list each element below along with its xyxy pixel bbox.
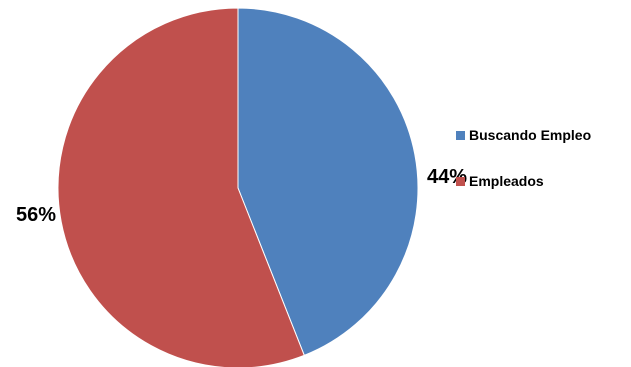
legend-swatch-empleados [456, 177, 465, 186]
legend-label-empleados: Empleados [469, 173, 544, 189]
legend-label-buscando-empleo: Buscando Empleo [469, 127, 591, 143]
data-label-empleados: 56% [16, 204, 56, 226]
legend-swatch-buscando-empleo [456, 131, 465, 140]
slices-layer [57, 7, 419, 367]
legend: Buscando Empleo Empleados [456, 127, 591, 189]
legend-item-empleados: Empleados [456, 173, 544, 189]
legend-item-buscando-empleo: Buscando Empleo [456, 127, 591, 143]
pie-slice-buscando-empleo [237, 7, 419, 357]
